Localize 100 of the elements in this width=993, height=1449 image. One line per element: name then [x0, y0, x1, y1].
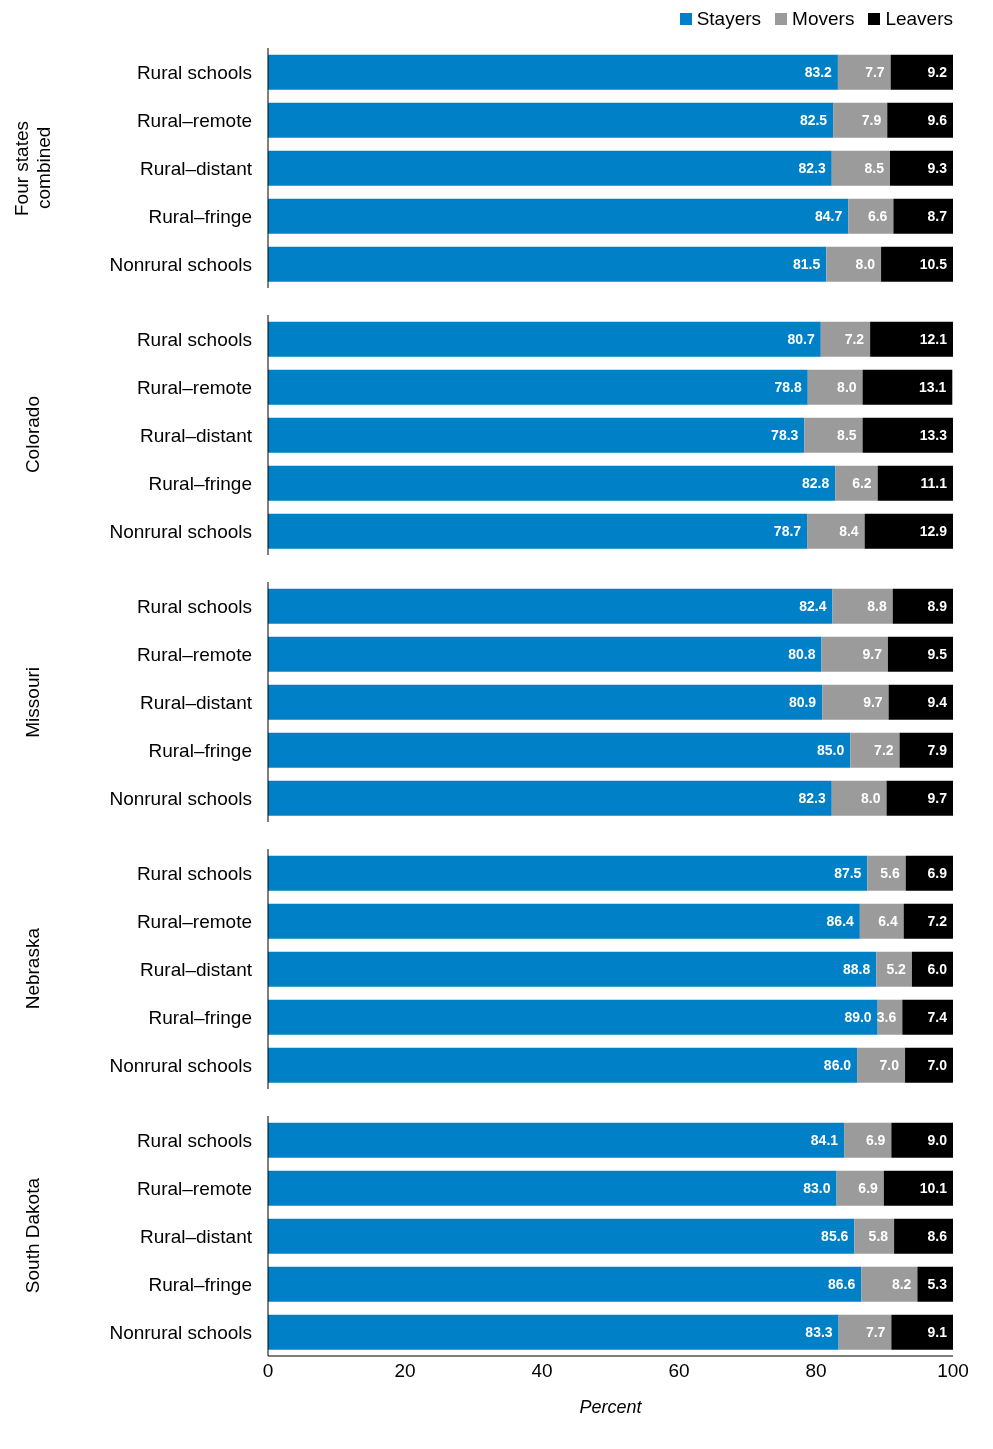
data-label: 7.2	[844, 331, 865, 348]
data-label: 5.8	[868, 1228, 889, 1245]
y-tick-label: Rural–fringe	[148, 205, 252, 227]
bar	[864, 513, 953, 549]
data-label: 9.7	[863, 694, 883, 711]
bar	[862, 369, 953, 405]
bar	[850, 732, 900, 768]
data-label: 7.9	[861, 112, 882, 129]
data-label: 84.7	[814, 208, 843, 225]
data-label: 7.7	[865, 64, 885, 81]
data-label: 80.8	[788, 646, 816, 663]
data-label: 81.5	[793, 256, 821, 273]
x-tick-label: 40	[531, 1360, 553, 1382]
y-tick-label: Rural–distant	[140, 1225, 253, 1247]
data-label: 11.1	[920, 475, 948, 492]
bar	[268, 732, 851, 768]
x-axis-title: Percent	[579, 1397, 643, 1417]
bar	[831, 150, 890, 186]
bar	[837, 54, 891, 90]
bar	[268, 513, 808, 549]
bar	[881, 246, 953, 282]
data-label: 6.9	[865, 1132, 886, 1149]
y-tick-label: Rural–fringe	[148, 472, 252, 494]
bar	[268, 684, 823, 720]
bar	[268, 1266, 862, 1302]
bar	[911, 951, 953, 987]
data-label: 85.6	[821, 1228, 849, 1245]
bar	[268, 1218, 855, 1254]
x-tick-label: 20	[394, 1360, 416, 1382]
bar	[807, 513, 865, 549]
data-label: 5.6	[880, 865, 900, 882]
bar	[268, 102, 834, 138]
bar	[891, 1314, 953, 1350]
bar	[831, 780, 887, 816]
data-label: 82.3	[798, 790, 826, 807]
bar	[807, 369, 863, 405]
data-label: 8.4	[839, 523, 859, 540]
data-label: 8.6	[927, 1228, 948, 1245]
bar	[268, 636, 822, 672]
bar	[268, 1122, 845, 1158]
data-label: 9.6	[927, 112, 948, 129]
bar	[268, 855, 868, 891]
y-tick-label: Rural–fringe	[148, 1273, 252, 1295]
data-label: 5.3	[927, 1276, 948, 1293]
data-label: 82.8	[801, 475, 830, 492]
data-label: 78.8	[774, 379, 802, 396]
y-axis-title: Nebraska	[22, 928, 44, 1010]
bar	[887, 636, 953, 672]
y-tick-label: Nonrural schools	[109, 520, 252, 542]
bar	[268, 321, 821, 357]
y-tick-label: Rural–remote	[136, 376, 252, 398]
y-tick-label: Rural–remote	[136, 643, 252, 665]
bar	[887, 102, 953, 138]
data-label: 8.8	[867, 598, 887, 615]
bar	[844, 1122, 892, 1158]
y-axis-title: Four states combined	[11, 119, 55, 218]
bar	[862, 417, 953, 453]
bar	[268, 780, 832, 816]
data-label: 83.0	[803, 1180, 831, 1197]
bar	[903, 903, 953, 939]
bar	[268, 1314, 839, 1350]
y-tick-label: Rural–fringe	[148, 1006, 252, 1028]
bar	[883, 1170, 953, 1206]
data-label: 89.0	[844, 1009, 872, 1026]
bar	[268, 198, 849, 234]
y-tick-label: Rural schools	[136, 595, 252, 617]
y-tick-label: Rural–distant	[140, 157, 253, 179]
y-axis-title: South Dakota	[22, 1178, 44, 1294]
data-label: 7.4	[927, 1009, 948, 1026]
bar	[268, 150, 832, 186]
y-tick-label: Rural schools	[136, 328, 252, 350]
data-label: 8.0	[861, 790, 881, 807]
data-label: 86.6	[827, 1276, 856, 1293]
bar	[899, 732, 953, 768]
data-label: 10.5	[919, 256, 948, 273]
y-tick-label: Rural–distant	[140, 958, 253, 980]
data-label: 10.1	[919, 1180, 948, 1197]
bar	[804, 417, 863, 453]
bar	[268, 1170, 837, 1206]
bar	[889, 150, 953, 186]
data-label: 8.7	[927, 208, 948, 225]
legend-label: Stayers	[696, 8, 762, 30]
data-label: 9.2	[927, 64, 948, 81]
bar	[835, 465, 878, 501]
data-label: 8.2	[891, 1276, 912, 1293]
data-label: 82.4	[799, 598, 827, 615]
data-label: 9.0	[927, 1132, 948, 1149]
bar	[826, 246, 882, 282]
data-label: 83.2	[804, 64, 833, 81]
bar	[917, 1266, 953, 1302]
bar	[268, 951, 877, 987]
data-label: 9.3	[927, 160, 948, 177]
bar	[870, 321, 953, 357]
bar	[857, 1047, 906, 1083]
data-label: 9.7	[927, 790, 948, 807]
bar	[877, 465, 953, 501]
data-label: 12.1	[919, 331, 948, 348]
bar	[268, 465, 836, 501]
bar	[836, 1170, 884, 1206]
bar	[905, 855, 953, 891]
